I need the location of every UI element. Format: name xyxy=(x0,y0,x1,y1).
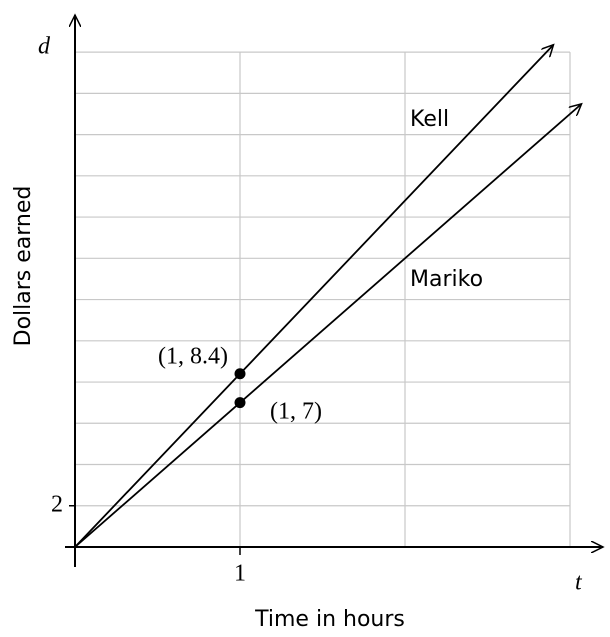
series-label: Mariko xyxy=(410,267,483,292)
y-tick-label: 2 xyxy=(51,491,63,517)
y-axis-symbol: d xyxy=(38,34,51,60)
y-axis-label: Dollars earned xyxy=(11,186,36,347)
x-axis-symbol: t xyxy=(575,570,583,596)
point xyxy=(234,368,246,380)
point-label: (1, 7) xyxy=(270,399,322,425)
point xyxy=(234,397,246,409)
x-axis-label: Time in hours xyxy=(254,607,405,632)
point-label: (1, 8.4) xyxy=(158,344,228,370)
series-label: Kell xyxy=(410,107,449,132)
x-tick-label: 1 xyxy=(234,561,246,587)
line xyxy=(74,104,582,548)
line xyxy=(74,45,554,548)
